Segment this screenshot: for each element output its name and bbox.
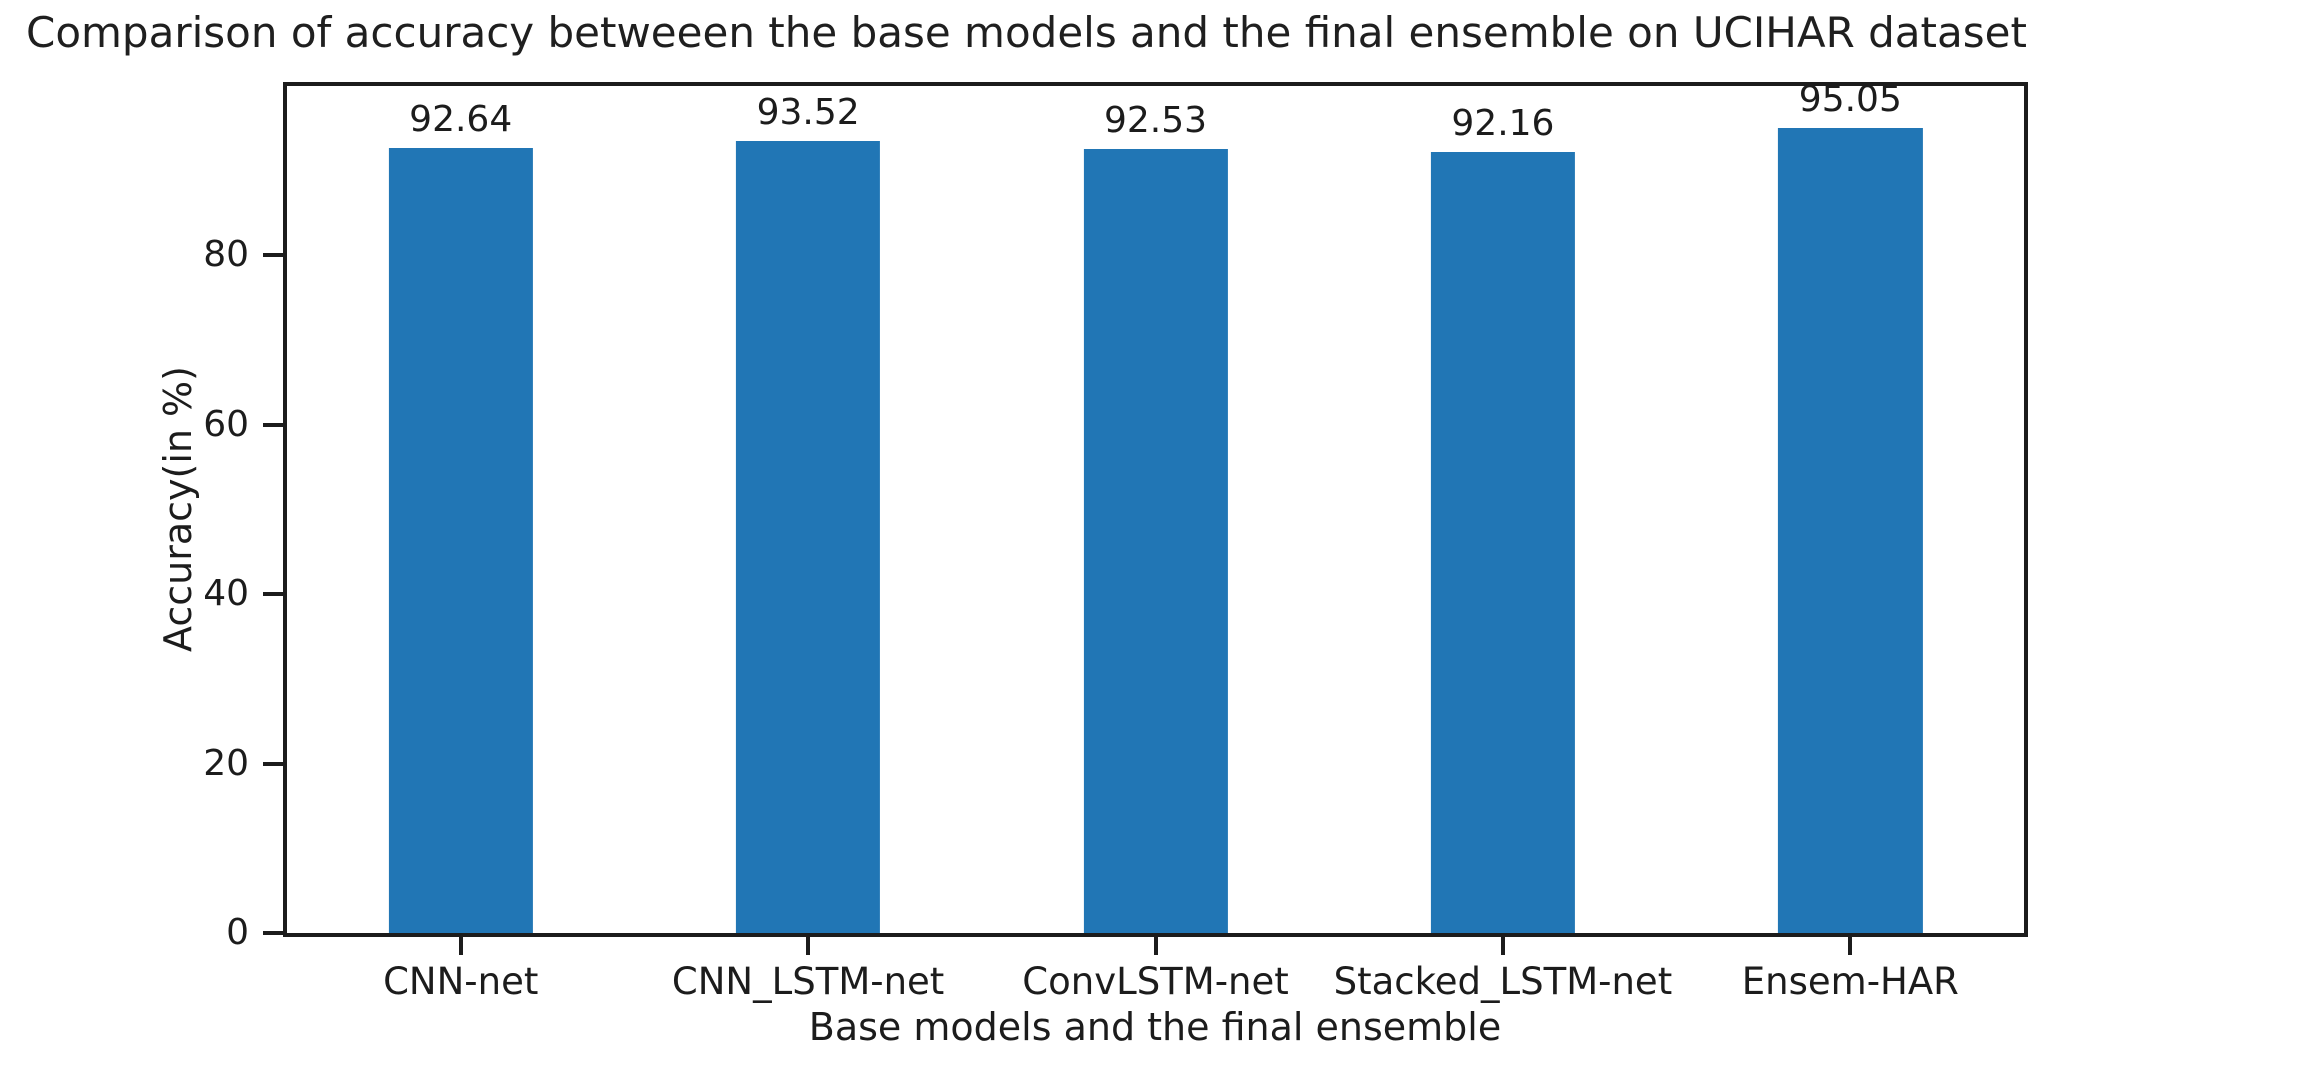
bar (1778, 127, 1923, 933)
bar (1083, 149, 1228, 933)
bar-value-label: 95.05 (1798, 78, 1902, 120)
bar-group: 92.16 Stacked_LSTM-net (1329, 86, 1676, 1000)
y-tick-mark (263, 761, 283, 766)
plot-area: 0 20 40 60 80 92.64 CNN-net 93.52 CNN_LSTM-net 9… (203, 81, 2028, 1000)
y-tick-label: 0 (226, 912, 249, 953)
x-tick-mark (1500, 937, 1505, 955)
bar (388, 148, 533, 933)
x-tick-label: Ensem-HAR (1741, 960, 1959, 1003)
bar-group: 93.52 CNN_LSTM-net (634, 86, 981, 1000)
x-tick-mark (1848, 937, 1853, 955)
y-tick-label: 20 (203, 742, 249, 784)
y-tick-mark (263, 422, 283, 427)
bar-value-label: 92.53 (1103, 100, 1208, 142)
y-axis-label: Accuracy(in %) (156, 366, 200, 652)
bar (736, 140, 881, 933)
bar-group: 92.53 ConvLSTM-net (982, 86, 1329, 1000)
x-tick-mark (1153, 937, 1158, 955)
x-tick-label: CNN-net (383, 960, 539, 1003)
chart-title: Comparison of accuracy betweeen the base… (26, 8, 2027, 57)
x-tick-label: Stacked_LSTM-net (1333, 960, 1673, 1003)
x-axis-label: Base models and the final ensemble (808, 1005, 1502, 1049)
y-tick-label: 80 (203, 234, 249, 276)
bar-group: 92.64 CNN-net (287, 86, 634, 1000)
bar-value-label: 92.64 (409, 99, 513, 141)
y-ticks: 0 20 40 60 80 (203, 86, 2024, 951)
bar-group: 95.05 Ensem-HAR (1677, 81, 2024, 1000)
y-tick-mark (263, 931, 283, 935)
y-tick-mark (263, 253, 283, 258)
y-tick-mark (263, 592, 283, 597)
x-tick-mark (806, 937, 811, 955)
x-tick-label: CNN_LSTM-net (671, 960, 945, 1003)
x-tick-label: ConvLSTM-net (1022, 960, 1289, 1003)
y-tick-label: 40 (203, 573, 249, 615)
y-tick-label: 60 (203, 403, 249, 445)
bar-value-label: 92.16 (1451, 103, 1555, 145)
bars-container: 92.64 CNN-net 93.52 CNN_LSTM-net 92.53 ConvLS… (287, 81, 2024, 1000)
bar-value-label: 93.52 (756, 91, 860, 133)
x-tick-mark (458, 937, 463, 955)
bar (1430, 152, 1576, 933)
